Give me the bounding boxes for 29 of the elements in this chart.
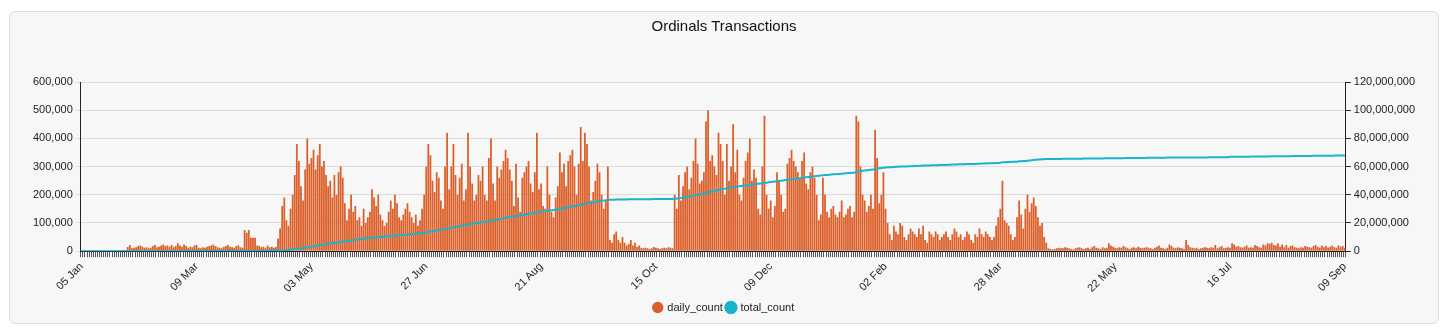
legend-label: daily_count: [667, 300, 723, 313]
y2-tick-label: 60,000,000: [1353, 159, 1409, 172]
x-tick-label: 02 Feb: [856, 259, 890, 293]
x-tick-label: 21 Aug: [511, 259, 545, 293]
x-tick-label: 05 Jan: [53, 259, 86, 292]
y2-tick-label: 120,000,000: [1353, 75, 1415, 88]
x-tick-label: 27 Jun: [397, 259, 430, 292]
y-tick-label: 0: [66, 244, 73, 257]
x-tick-label: 09 Mar: [167, 259, 201, 293]
x-tick-label: 03 May: [281, 259, 316, 294]
y2-tick-label: 100,000,000: [1353, 103, 1415, 116]
x-tick-label: 22 May: [1084, 259, 1120, 294]
x-tick-label: 09 Dec: [741, 259, 775, 294]
y-tick-label: 600,000: [33, 75, 73, 88]
y2-tick-label: 40,000,000: [1353, 187, 1409, 200]
x-tick-label: 28 Mar: [971, 259, 1005, 293]
x-tick-label: 16 Jul: [1204, 259, 1234, 290]
y-tick-label: 300,000: [33, 159, 73, 172]
y-tick-label: 200,000: [33, 187, 73, 200]
y2-tick-label: 20,000,000: [1353, 216, 1409, 228]
y-tick-label: 500,000: [33, 103, 73, 116]
y-tick-label: 100,000: [33, 216, 73, 228]
y-tick-label: 400,000: [33, 131, 73, 144]
x-tick-label: 09 Sep: [1315, 259, 1349, 294]
y2-tick-label: 80,000,000: [1353, 131, 1409, 144]
legend-label: total_count: [740, 300, 795, 313]
y2-tick-label: 0: [1353, 244, 1360, 257]
chart-title: Ordinals Transactions: [651, 17, 797, 35]
x-tick-label: 15 Oct: [628, 259, 660, 292]
